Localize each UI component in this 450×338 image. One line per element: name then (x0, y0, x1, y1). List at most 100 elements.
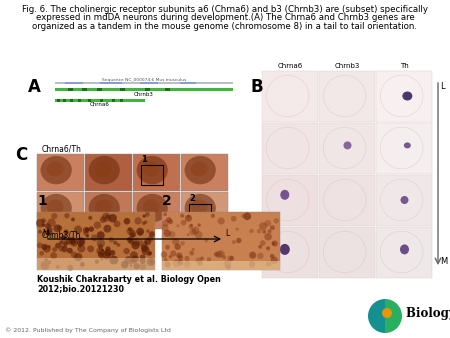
Bar (100, 81, 122, 84)
Circle shape (259, 222, 267, 230)
Circle shape (270, 225, 275, 230)
Text: © 2012. Published by The Company of Biologists Ltd: © 2012. Published by The Company of Biol… (5, 328, 171, 333)
Circle shape (249, 229, 254, 233)
Ellipse shape (280, 190, 289, 200)
Circle shape (48, 260, 51, 264)
Circle shape (71, 251, 77, 258)
Circle shape (176, 254, 180, 258)
Circle shape (207, 257, 211, 262)
Text: 1: 1 (37, 194, 47, 208)
Bar (376, 175, 432, 226)
Circle shape (224, 261, 231, 268)
Text: C: C (15, 146, 27, 164)
Text: L: L (440, 82, 445, 91)
Circle shape (104, 225, 111, 233)
Circle shape (266, 262, 271, 267)
Circle shape (80, 262, 85, 267)
Text: Chmb3/Th: Chmb3/Th (42, 230, 81, 239)
Circle shape (211, 214, 215, 218)
Ellipse shape (47, 199, 63, 215)
Circle shape (48, 231, 53, 236)
Circle shape (134, 263, 140, 269)
Bar (319, 175, 375, 226)
Circle shape (257, 229, 261, 234)
Circle shape (47, 245, 51, 248)
Ellipse shape (47, 161, 63, 176)
Circle shape (105, 215, 110, 219)
Circle shape (128, 239, 134, 244)
Circle shape (61, 246, 68, 252)
Circle shape (74, 225, 82, 234)
Circle shape (59, 239, 68, 248)
Text: Chrna6: Chrna6 (278, 63, 303, 69)
Circle shape (267, 229, 272, 233)
Bar (262, 123, 318, 174)
Circle shape (104, 249, 111, 256)
Circle shape (176, 224, 180, 227)
Circle shape (189, 251, 194, 256)
Circle shape (71, 239, 78, 247)
Circle shape (45, 223, 50, 229)
Circle shape (144, 241, 148, 244)
Text: Chrnb3: Chrnb3 (335, 63, 360, 69)
Circle shape (144, 238, 151, 245)
Circle shape (117, 243, 120, 247)
Text: A: A (28, 78, 41, 96)
Circle shape (71, 217, 75, 221)
Circle shape (190, 224, 193, 227)
Circle shape (184, 256, 189, 261)
Circle shape (42, 223, 45, 227)
Circle shape (108, 214, 117, 222)
Circle shape (89, 226, 94, 232)
Circle shape (129, 230, 136, 237)
Bar (37, 258, 155, 270)
Circle shape (40, 251, 44, 256)
Circle shape (180, 241, 185, 245)
Circle shape (87, 245, 94, 252)
Text: Th: Th (400, 63, 409, 69)
Circle shape (143, 215, 146, 218)
Circle shape (63, 230, 69, 235)
Circle shape (114, 220, 121, 227)
Text: expressed in mdDA neurons during development.(A) The Chrna6 and Chrnb3 genes are: expressed in mdDA neurons during develop… (36, 14, 414, 23)
Text: Sequence NC_000074.6 Mus musculus: Sequence NC_000074.6 Mus musculus (102, 77, 186, 81)
Circle shape (97, 239, 105, 247)
Bar (162, 212, 280, 270)
Circle shape (98, 252, 104, 258)
Circle shape (195, 231, 202, 239)
Circle shape (102, 213, 111, 222)
Circle shape (150, 260, 153, 263)
Circle shape (144, 220, 148, 224)
Circle shape (41, 244, 48, 250)
Ellipse shape (184, 156, 216, 184)
Bar (145, 88, 150, 91)
Circle shape (59, 240, 63, 244)
Circle shape (94, 221, 101, 229)
Circle shape (260, 240, 266, 246)
Circle shape (164, 258, 168, 262)
Circle shape (105, 246, 111, 251)
Wedge shape (368, 299, 385, 333)
Ellipse shape (343, 141, 351, 149)
Circle shape (271, 242, 275, 245)
Circle shape (165, 245, 170, 249)
Bar (181, 154, 228, 191)
Ellipse shape (191, 161, 207, 176)
Circle shape (241, 214, 246, 218)
Circle shape (189, 228, 196, 235)
Circle shape (141, 244, 148, 251)
Circle shape (138, 231, 143, 236)
Circle shape (109, 250, 115, 256)
Circle shape (88, 216, 92, 220)
Bar (112, 99, 115, 102)
Text: L: L (225, 228, 229, 238)
Circle shape (86, 234, 89, 238)
Circle shape (175, 244, 181, 250)
Bar (133, 154, 180, 191)
Circle shape (131, 241, 140, 249)
Circle shape (54, 224, 61, 232)
Ellipse shape (280, 244, 290, 255)
Bar (120, 99, 123, 102)
Circle shape (270, 257, 278, 264)
Circle shape (66, 238, 73, 245)
